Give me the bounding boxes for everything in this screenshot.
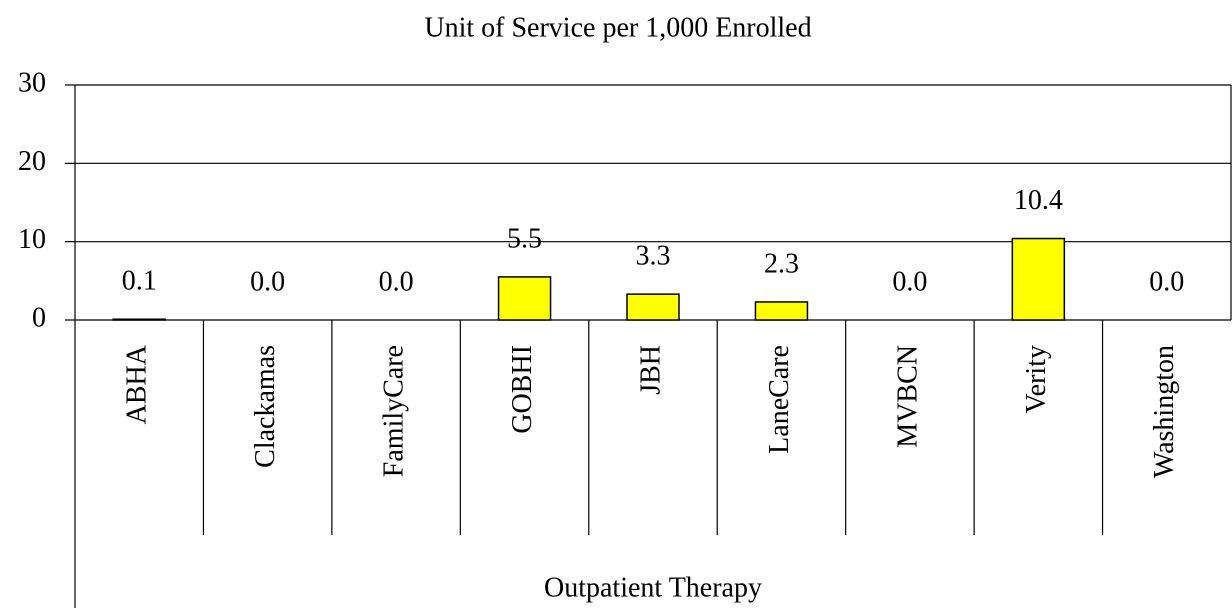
value-label: 10.4 [1014,185,1063,216]
x-tick-label: GOBHI [507,345,538,434]
value-label: 0.0 [892,266,927,297]
bar [754,301,809,321]
value-label: 0.0 [1149,266,1184,297]
value-label: 5.5 [507,223,542,254]
x-tick-label: Verity [1021,345,1052,413]
x-tick-label: FamilyCare [379,345,410,477]
value-label: 3.3 [636,241,671,272]
chart-title: Unit of Service per 1,000 Enrolled [424,12,811,43]
x-axis-label: Outpatient Therapy [544,572,762,603]
bar [112,318,166,321]
value-label: 0.1 [122,266,157,297]
y-tick-label: 30 [18,67,46,98]
bar [626,293,680,321]
x-tick-label: Clackamas [250,345,281,468]
value-label: 0.0 [379,266,414,297]
value-label: 0.0 [250,266,285,297]
bar [497,276,552,321]
x-tick-label: ABHA [122,344,153,424]
x-tick-label: Washington [1149,345,1180,478]
value-label: 2.3 [764,248,799,279]
bar [1011,237,1066,321]
y-tick-label: 20 [18,146,46,177]
y-tick-label: 10 [18,224,46,255]
x-tick-label: JBH [635,345,666,395]
y-tick-label: 0 [32,302,46,333]
x-tick-label: LaneCare [764,345,795,454]
x-tick-label: MVBCN [892,345,923,448]
